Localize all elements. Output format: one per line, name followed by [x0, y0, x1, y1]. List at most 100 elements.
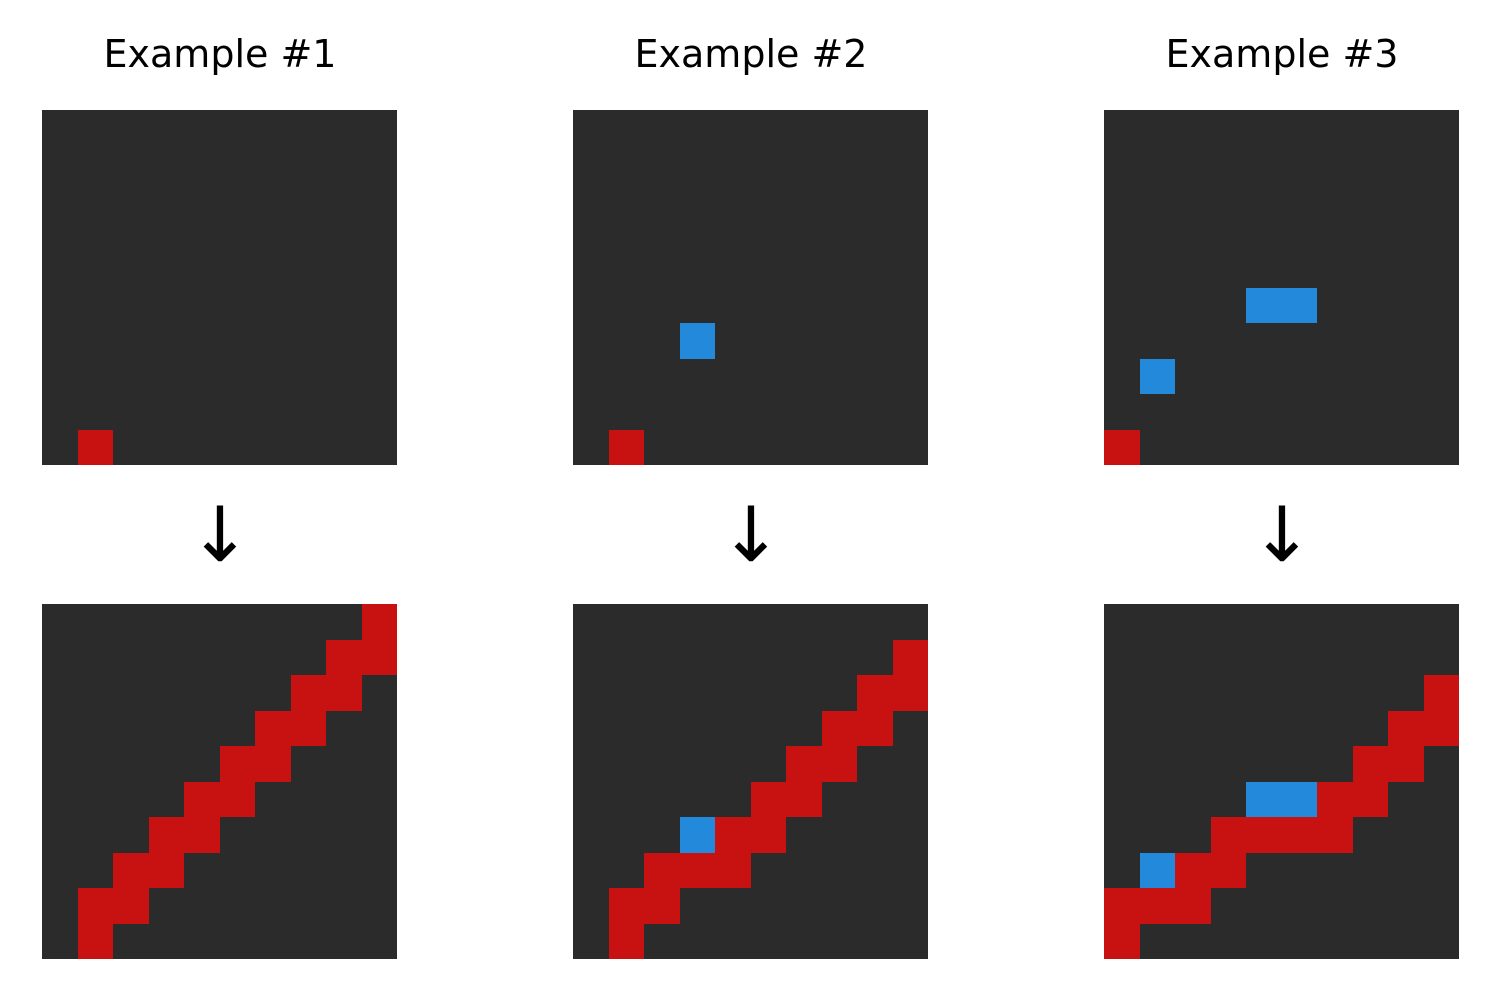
- empty-cell: [786, 323, 822, 359]
- empty-cell: [608, 110, 644, 146]
- empty-cell: [1246, 429, 1282, 465]
- empty-cell: [573, 675, 609, 711]
- empty-cell: [821, 216, 857, 252]
- empty-cell: [1388, 675, 1424, 711]
- empty-cell: [750, 675, 786, 711]
- empty-cell: [644, 781, 680, 817]
- empty-cell: [573, 216, 609, 252]
- empty-cell: [219, 710, 255, 746]
- empty-cell: [892, 216, 928, 252]
- empty-cell: [608, 639, 644, 675]
- empty-cell: [786, 639, 822, 675]
- empty-cell: [608, 604, 644, 640]
- blue-cell: [1281, 287, 1317, 323]
- empty-cell: [255, 781, 291, 817]
- empty-cell: [1139, 216, 1175, 252]
- empty-cell: [786, 710, 822, 746]
- empty-cell: [1317, 852, 1353, 888]
- empty-cell: [361, 888, 397, 924]
- red-cell: [219, 746, 255, 782]
- blue-cell: [1139, 358, 1175, 394]
- empty-cell: [608, 181, 644, 217]
- empty-cell: [608, 287, 644, 323]
- empty-cell: [1139, 746, 1175, 782]
- empty-cell: [184, 675, 220, 711]
- empty-cell: [1423, 110, 1459, 146]
- empty-cell: [1388, 216, 1424, 252]
- empty-cell: [750, 216, 786, 252]
- empty-cell: [148, 429, 184, 465]
- empty-cell: [326, 181, 362, 217]
- empty-cell: [786, 287, 822, 323]
- empty-cell: [857, 604, 893, 640]
- empty-cell: [573, 888, 609, 924]
- empty-cell: [1246, 216, 1282, 252]
- empty-cell: [1352, 323, 1388, 359]
- empty-cell: [255, 110, 291, 146]
- empty-cell: [219, 216, 255, 252]
- empty-cell: [148, 394, 184, 430]
- empty-cell: [326, 923, 362, 959]
- empty-cell: [290, 888, 326, 924]
- empty-cell: [1317, 710, 1353, 746]
- empty-cell: [148, 181, 184, 217]
- empty-cell: [77, 287, 113, 323]
- empty-cell: [608, 852, 644, 888]
- red-cell: [255, 746, 291, 782]
- red-cell: [1104, 888, 1140, 924]
- empty-cell: [892, 888, 928, 924]
- empty-cell: [42, 110, 78, 146]
- empty-cell: [821, 852, 857, 888]
- empty-cell: [77, 358, 113, 394]
- empty-cell: [750, 394, 786, 430]
- empty-cell: [573, 852, 609, 888]
- empty-cell: [1352, 358, 1388, 394]
- empty-cell: [786, 604, 822, 640]
- empty-cell: [255, 145, 291, 181]
- empty-cell: [679, 710, 715, 746]
- empty-cell: [219, 252, 255, 288]
- empty-cell: [1352, 110, 1388, 146]
- empty-cell: [113, 923, 149, 959]
- empty-cell: [608, 216, 644, 252]
- input-grid: [573, 110, 928, 465]
- empty-cell: [1104, 252, 1140, 288]
- empty-cell: [1139, 923, 1175, 959]
- empty-cell: [290, 817, 326, 853]
- red-cell: [857, 710, 893, 746]
- empty-cell: [113, 181, 149, 217]
- empty-cell: [113, 781, 149, 817]
- empty-cell: [219, 181, 255, 217]
- red-cell: [715, 817, 751, 853]
- red-cell: [750, 781, 786, 817]
- empty-cell: [113, 216, 149, 252]
- example-title: Example #3: [1165, 32, 1399, 76]
- empty-cell: [573, 323, 609, 359]
- red-cell: [1388, 746, 1424, 782]
- empty-cell: [892, 252, 928, 288]
- empty-cell: [361, 852, 397, 888]
- empty-cell: [326, 746, 362, 782]
- empty-cell: [148, 675, 184, 711]
- empty-cell: [1139, 710, 1175, 746]
- empty-cell: [255, 675, 291, 711]
- empty-cell: [148, 710, 184, 746]
- empty-cell: [290, 287, 326, 323]
- red-cell: [1317, 817, 1353, 853]
- empty-cell: [1246, 394, 1282, 430]
- empty-cell: [113, 604, 149, 640]
- empty-cell: [1175, 358, 1211, 394]
- empty-cell: [892, 817, 928, 853]
- empty-cell: [219, 817, 255, 853]
- empty-cell: [148, 604, 184, 640]
- empty-cell: [255, 252, 291, 288]
- empty-cell: [77, 675, 113, 711]
- empty-cell: [113, 358, 149, 394]
- empty-cell: [326, 817, 362, 853]
- empty-cell: [573, 639, 609, 675]
- empty-cell: [750, 604, 786, 640]
- empty-cell: [1352, 923, 1388, 959]
- red-cell: [77, 429, 113, 465]
- empty-cell: [1388, 604, 1424, 640]
- empty-cell: [1104, 181, 1140, 217]
